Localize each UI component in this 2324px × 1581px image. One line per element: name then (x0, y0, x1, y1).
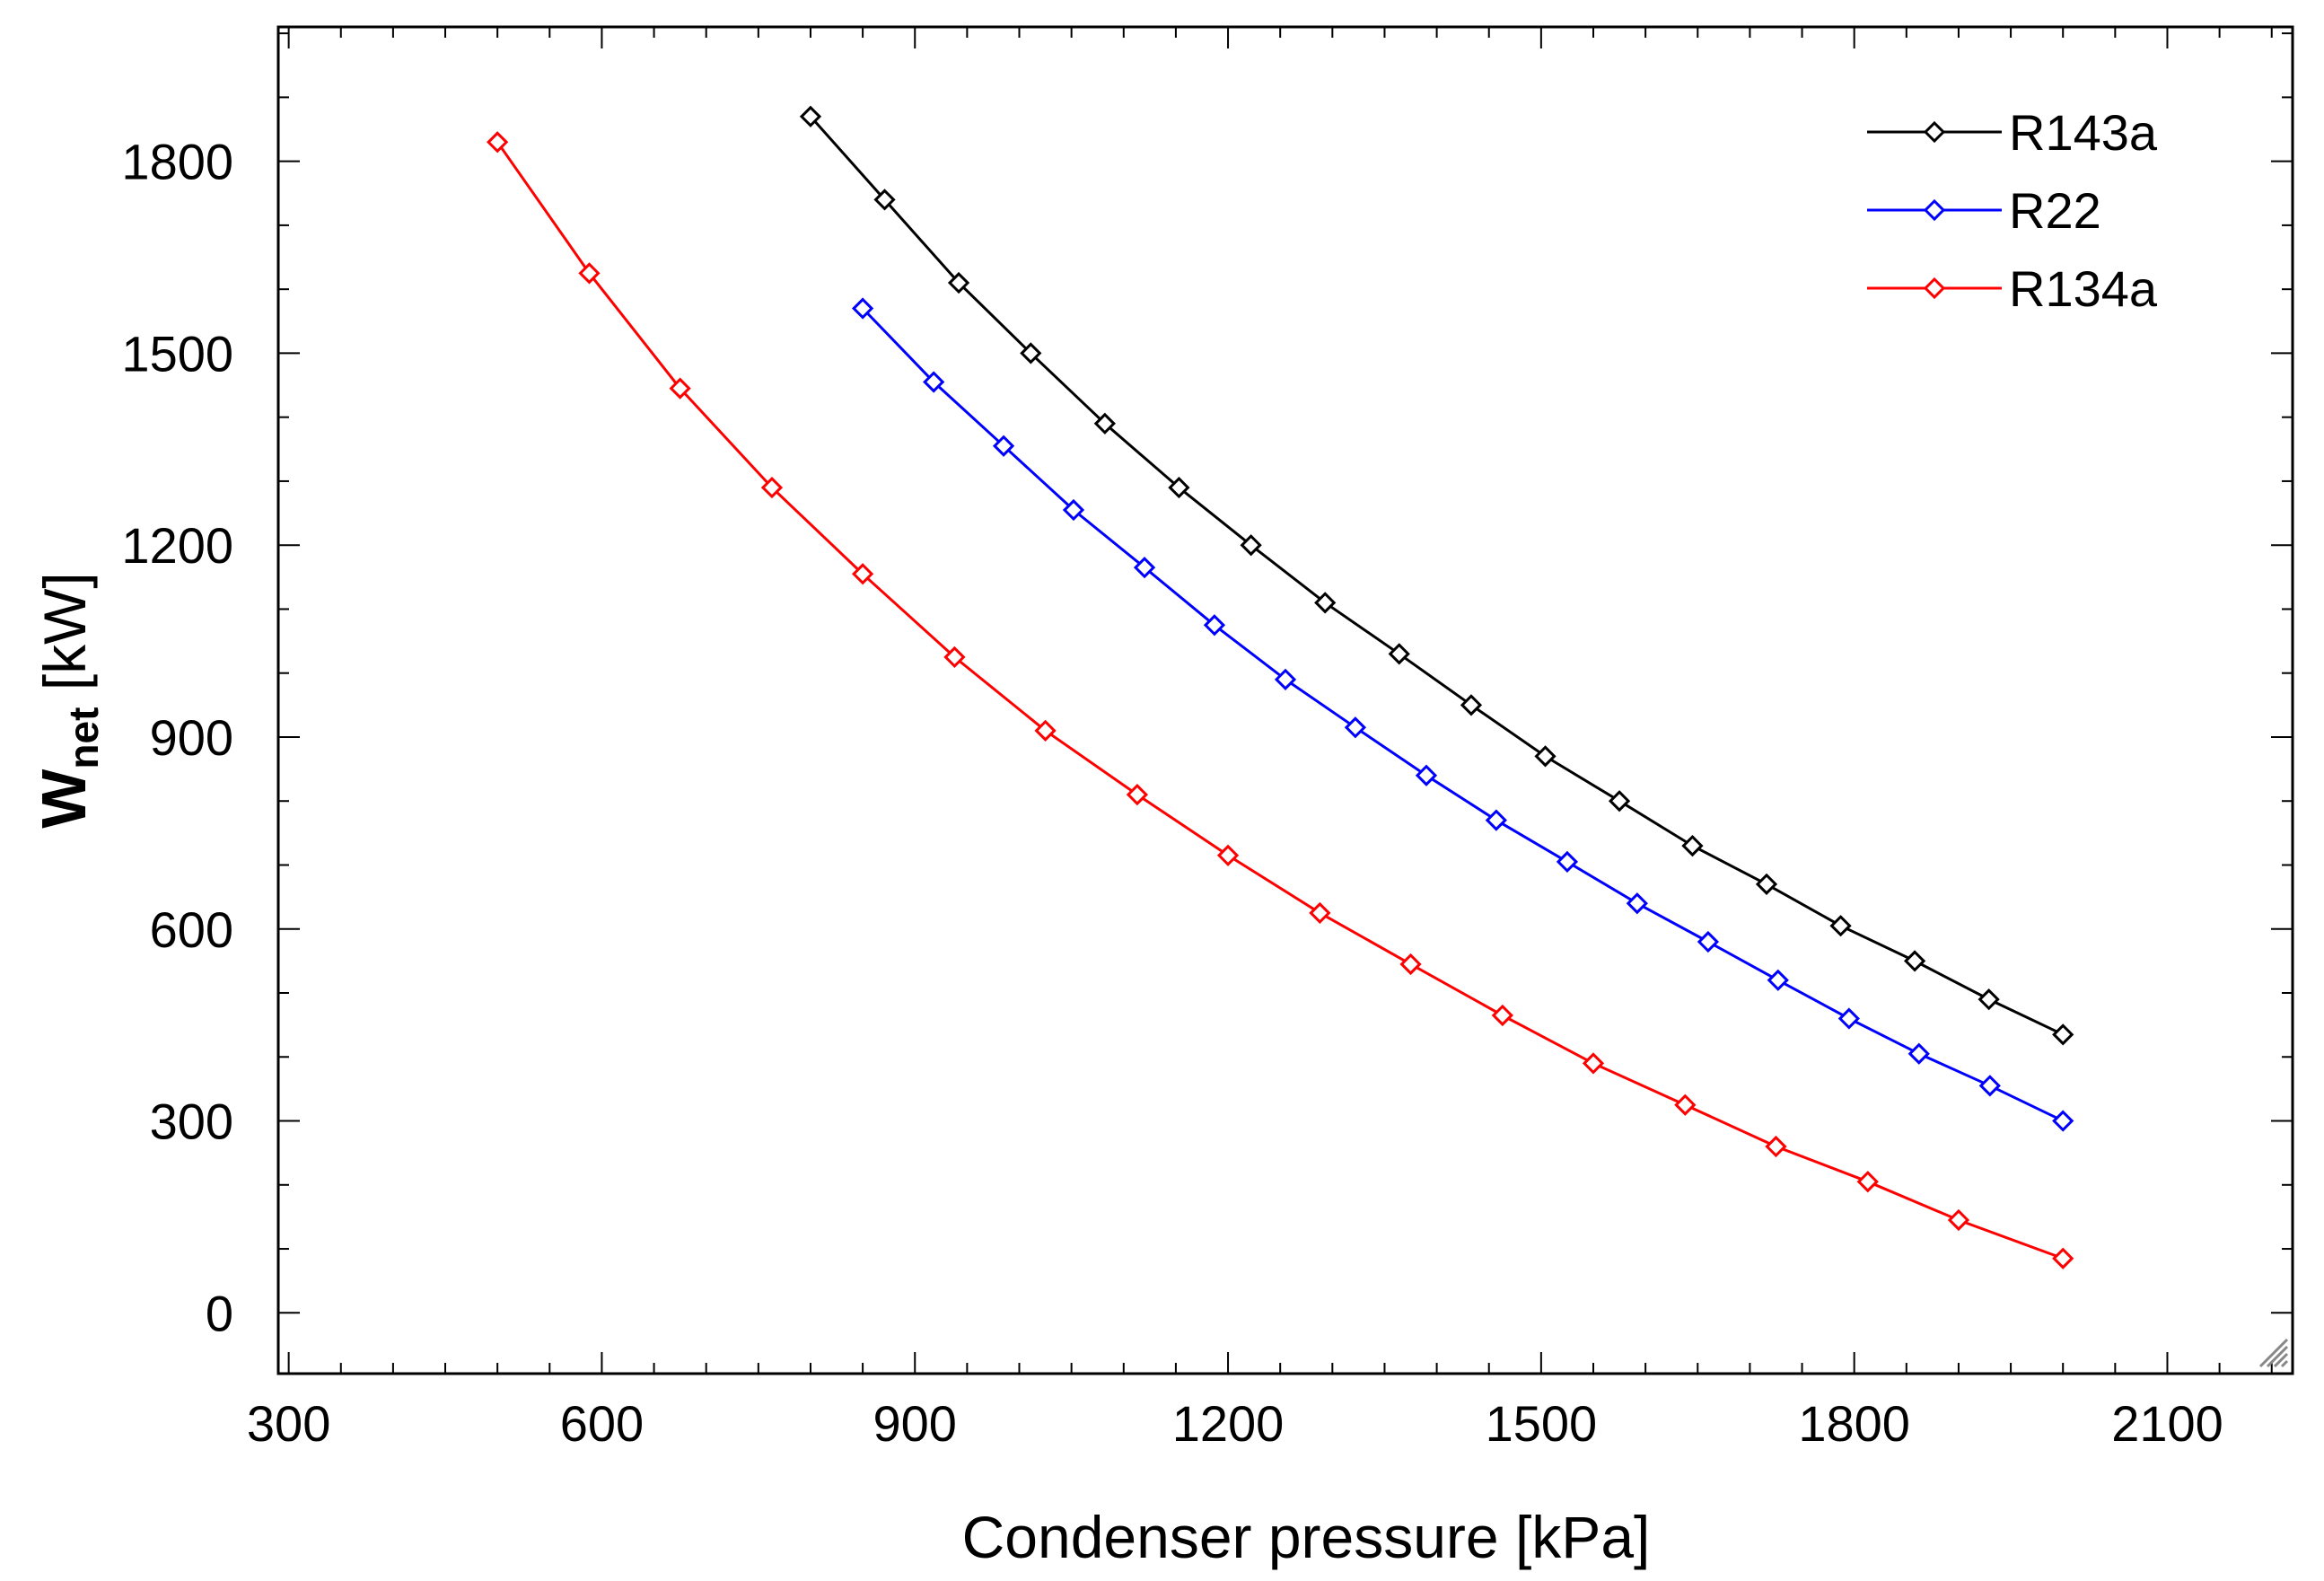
data-point-r134a (851, 563, 874, 585)
data-point-r143a (1460, 694, 1483, 716)
data-point-r143a (1681, 834, 1704, 857)
legend-marker-r143a (1923, 120, 1946, 144)
x-tick-label: 1800 (1798, 1395, 1910, 1452)
resize-grip-icon[interactable] (2258, 1338, 2289, 1368)
data-point-r134a (1034, 719, 1057, 742)
series-line-r22 (862, 307, 2064, 1122)
y-axis-title-subscript: net (60, 707, 107, 769)
y-tick-label: 900 (150, 709, 233, 766)
legend-item-r22: R22 (1867, 182, 2101, 239)
data-point-r22 (1062, 498, 1085, 522)
data-point-r134a (1765, 1135, 1787, 1158)
data-point-r22 (1907, 1042, 1930, 1065)
x-tick-label: 1200 (1172, 1395, 1285, 1452)
data-point-r22 (1485, 809, 1507, 831)
data-point-r134a (1399, 953, 1422, 976)
x-tick-label: 2100 (2111, 1395, 2223, 1452)
data-point-r143a (1978, 988, 2000, 1011)
series-line-r134a (495, 141, 2064, 1260)
x-tick-labels: 300 600 900 1200 1500 1800 2100 (247, 1395, 2223, 1452)
data-point-r143a (1903, 950, 1926, 972)
series-layer (487, 105, 2074, 1269)
y-axis-title-unit: [kW] (31, 572, 98, 707)
legend-item-r134a: R134a (1867, 260, 2158, 317)
data-point-r22 (851, 297, 874, 320)
data-point-r143a (1093, 412, 1116, 435)
data-point-r22 (1556, 850, 1579, 874)
x-tick-label: 600 (560, 1395, 644, 1452)
data-point-r134a (760, 476, 784, 499)
y-tick-label: 300 (150, 1094, 233, 1150)
x-tick-label: 300 (247, 1395, 330, 1452)
data-point-r134a (487, 131, 509, 154)
data-point-r22 (2052, 1110, 2074, 1132)
y-tick-label: 1200 (121, 517, 233, 574)
series-r22 (851, 297, 2074, 1132)
data-point-r22 (1767, 969, 1789, 991)
data-point-r143a (1755, 873, 1778, 895)
legend-label-r134a: R134a (2009, 260, 2158, 317)
data-point-r134a (1491, 1004, 1513, 1027)
data-point-r22 (1274, 668, 1297, 690)
data-point-r143a (2052, 1023, 2074, 1046)
data-point-r22 (1203, 614, 1226, 637)
data-point-r134a (1309, 901, 1331, 925)
data-point-r143a (1020, 342, 1042, 365)
series-r134a (487, 131, 2074, 1269)
legend-marker-r22 (1923, 198, 1946, 222)
y-axis-title: Wnet [kW] (29, 572, 107, 828)
data-point-r143a (1314, 592, 1337, 614)
data-point-r134a (669, 377, 691, 400)
data-point-r22 (923, 371, 945, 393)
data-point-r22 (1415, 764, 1438, 786)
data-point-r143a (1240, 534, 1262, 557)
data-point-r22 (1837, 1007, 1860, 1030)
data-point-r143a (947, 271, 970, 294)
axis-ticks (278, 27, 2293, 1374)
y-tick-label: 1800 (121, 134, 233, 190)
x-tick-label: 1500 (1486, 1395, 1598, 1452)
legend: R143a R22 R134a (1867, 104, 2158, 317)
data-point-r134a (1856, 1171, 1879, 1193)
plot-frame (276, 25, 2294, 1375)
data-point-r22 (992, 435, 1015, 457)
data-point-r22 (1133, 557, 1156, 579)
legend-marker-r134a (1923, 277, 1946, 300)
x-tick-label: 900 (873, 1395, 957, 1452)
data-point-r143a (1608, 790, 1631, 812)
legend-label-r143a: R143a (2009, 104, 2158, 161)
data-point-r134a (2052, 1247, 2074, 1269)
data-point-r134a (1582, 1052, 1605, 1075)
data-point-r22 (1626, 892, 1648, 915)
y-tick-label: 600 (150, 901, 233, 958)
data-point-r22 (1697, 930, 1720, 953)
data-point-r143a (873, 189, 896, 211)
data-point-r134a (1126, 783, 1149, 806)
data-point-r134a (943, 646, 966, 669)
series-line-r143a (809, 115, 2064, 1036)
data-point-r134a (1216, 844, 1240, 866)
series-r143a (799, 105, 2074, 1046)
y-tick-label: 0 (206, 1285, 233, 1341)
data-point-r143a (799, 105, 822, 127)
data-point-r22 (1344, 716, 1367, 739)
data-point-r134a (1947, 1208, 1970, 1232)
data-point-r134a (578, 262, 601, 285)
data-point-r143a (1829, 915, 1852, 937)
y-axis-title-main: W (29, 769, 99, 829)
data-point-r22 (1978, 1075, 2001, 1097)
x-axis-title: Condenser pressure [kPa] (962, 1504, 1651, 1570)
legend-item-r143a: R143a (1867, 104, 2158, 161)
y-tick-labels: 0 300 600 900 1200 1500 1800 (121, 134, 233, 1342)
y-tick-label: 1500 (121, 325, 233, 382)
data-point-r134a (1674, 1094, 1697, 1116)
data-point-r143a (1168, 476, 1190, 499)
data-point-r143a (1388, 643, 1410, 665)
data-point-r143a (1534, 745, 1557, 768)
legend-label-r22: R22 (2009, 182, 2101, 239)
